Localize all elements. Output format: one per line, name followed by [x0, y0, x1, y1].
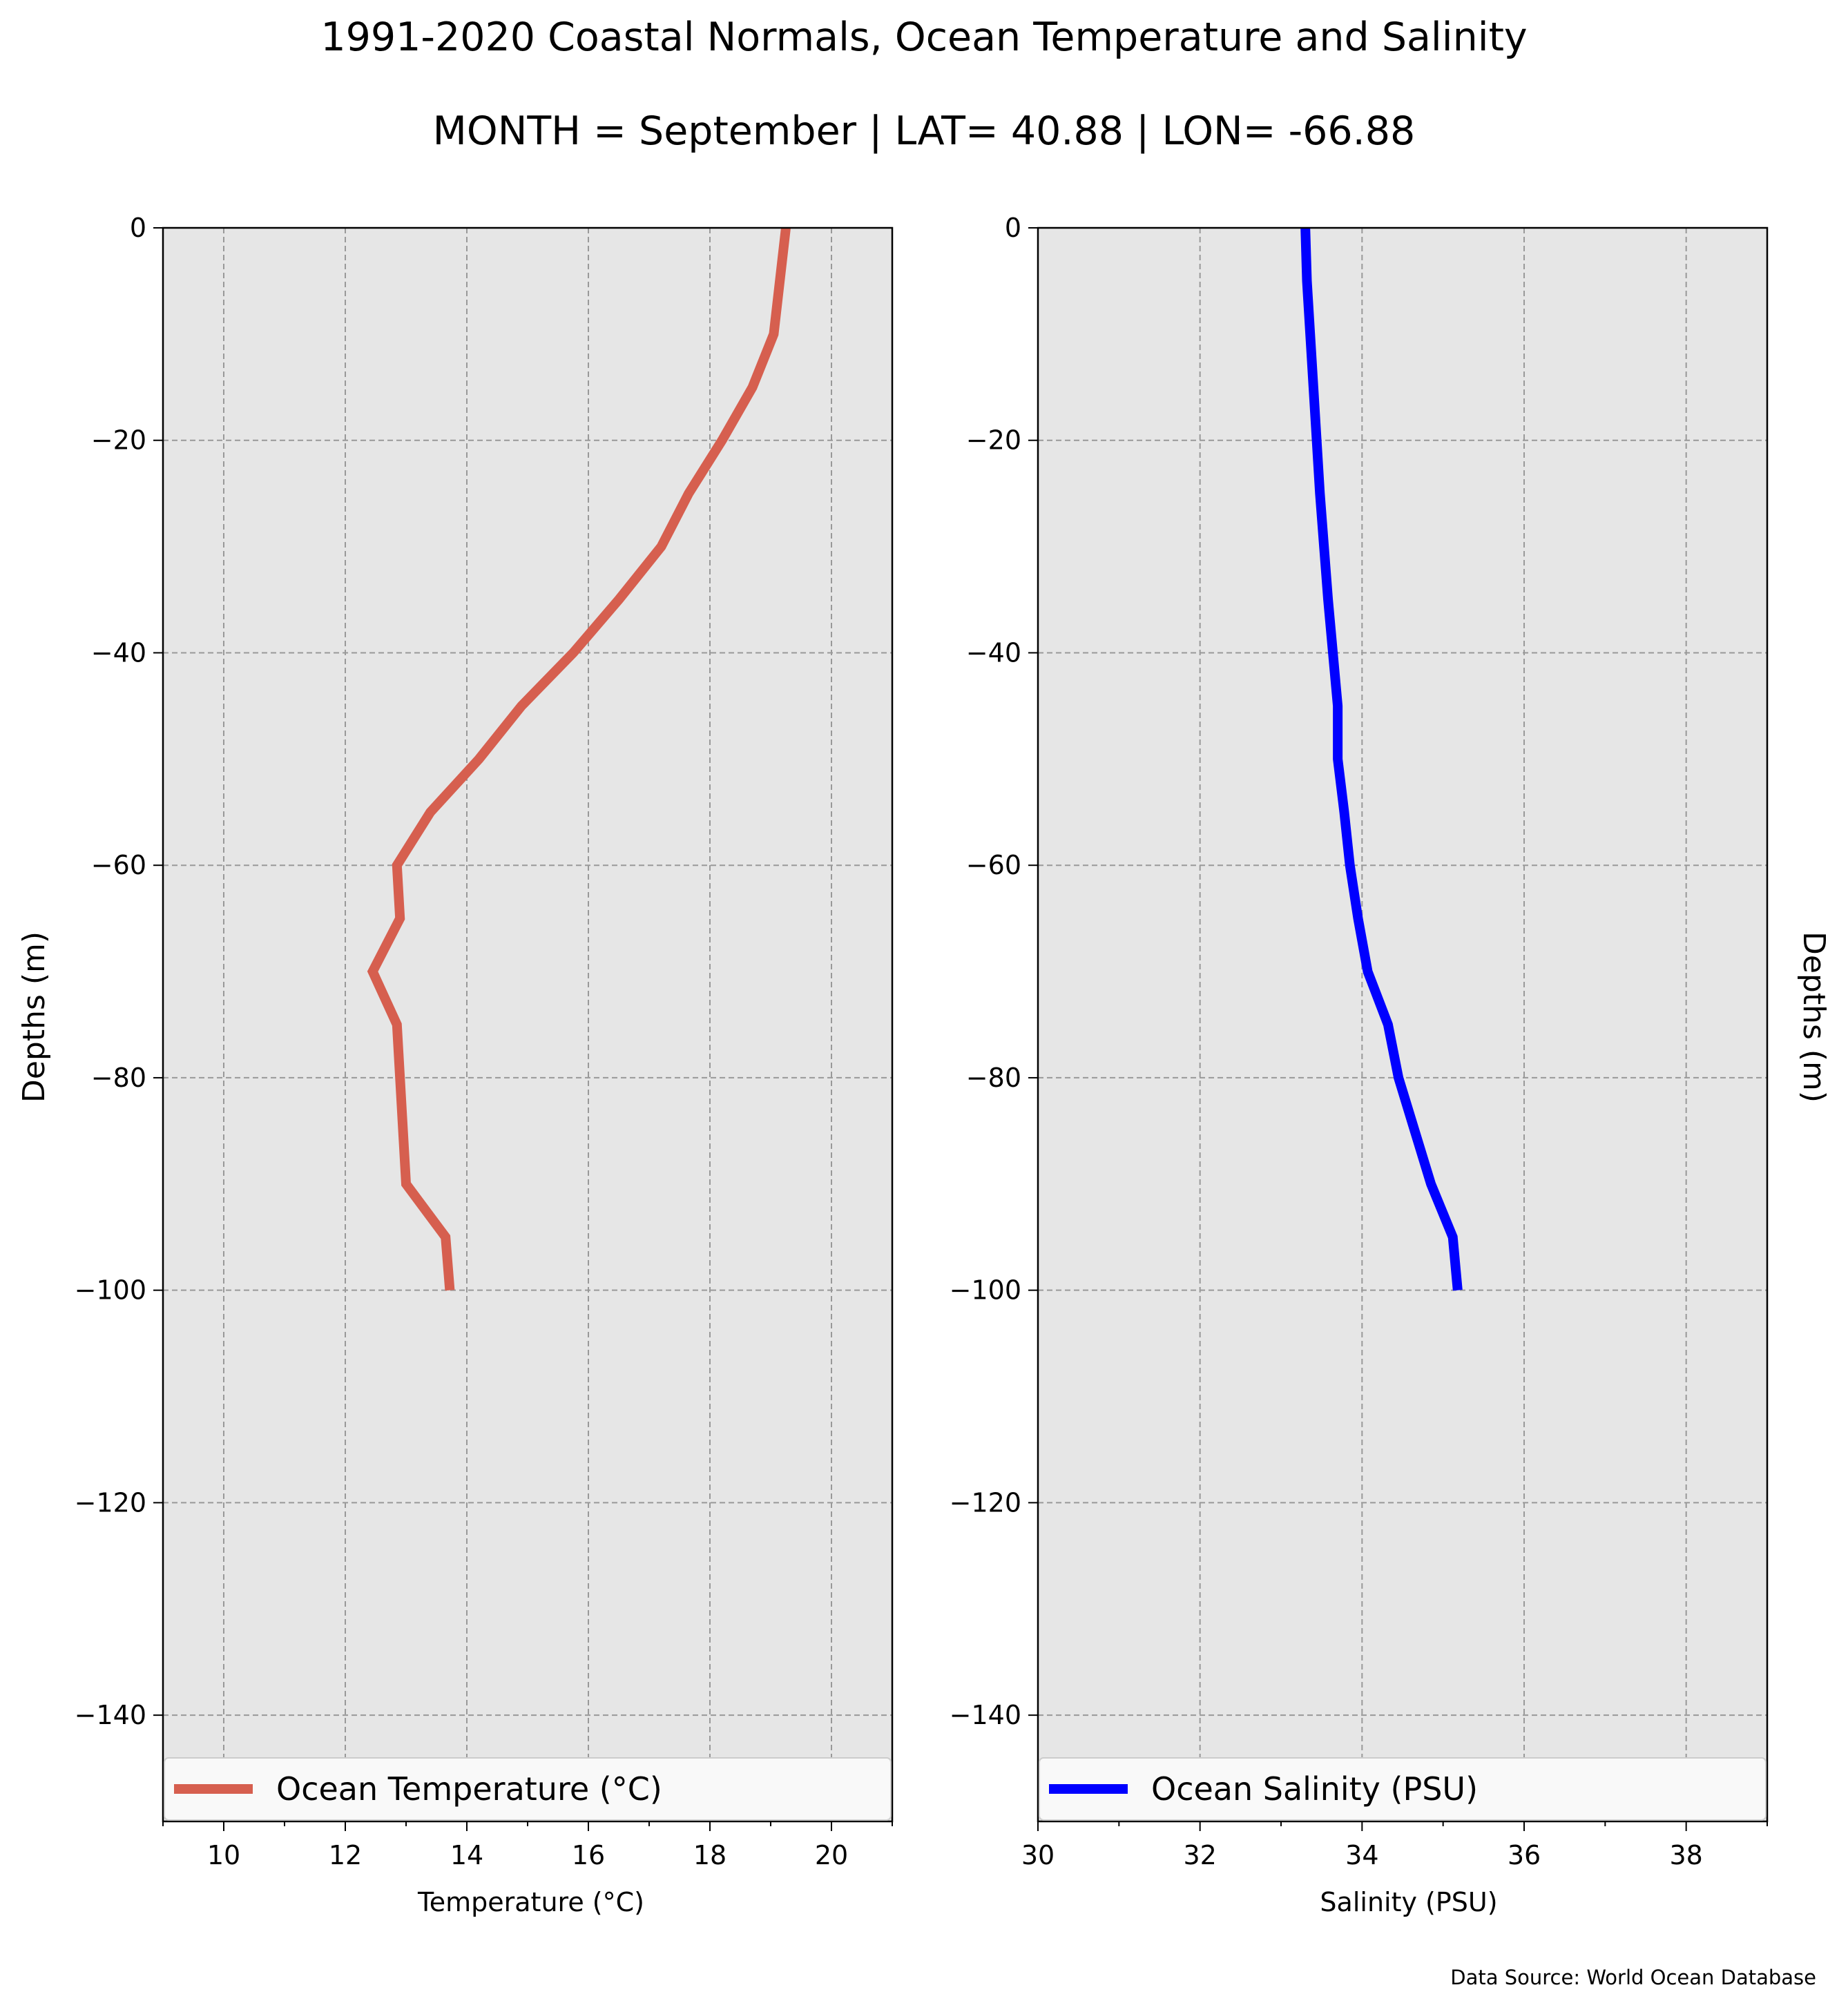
x-tick-label: 20: [815, 1840, 848, 1870]
x-tick-label: 36: [1508, 1840, 1541, 1870]
temperature-panel: 10 12 14 16 18 20 0 −20 −40 −60 −80 −100 −120 −140 Oce…: [75, 213, 894, 1870]
x-tick-label: 14: [450, 1840, 483, 1870]
x-tick-label: 18: [693, 1840, 726, 1870]
plot-area: [163, 228, 892, 1821]
x-tick-label: 10: [207, 1840, 240, 1870]
sal-series-line: [1300, 227, 1463, 1291]
axes-frame: [162, 226, 894, 1823]
data-source-note: Data Source: World Ocean Database: [1450, 1966, 1816, 1989]
right-y-axis-label: Depths (m): [1796, 931, 1831, 1103]
y-tick-label: −20: [966, 425, 1021, 456]
y-tick-label: 0: [1005, 213, 1021, 243]
y-tick-label: −60: [966, 850, 1021, 880]
legend-label: Ocean Temperature (°C): [276, 1770, 662, 1808]
y-tick-label: −40: [966, 637, 1021, 668]
salinity-x-axis-label: Salinity (PSU): [1320, 1887, 1497, 1917]
x-tick-label: 16: [572, 1840, 605, 1870]
x-tick-label: 32: [1183, 1840, 1216, 1870]
legend-label: Ocean Salinity (PSU): [1151, 1770, 1478, 1808]
chart-subtitle: MONTH = September | LAT= 40.88 | LON= -6…: [433, 108, 1416, 154]
y-tick-label: −40: [91, 637, 146, 668]
x-tick-label: 12: [329, 1840, 362, 1870]
y-tick-label: −140: [950, 1700, 1021, 1730]
axes-frame: [1037, 226, 1769, 1823]
y-tick-label: −100: [950, 1275, 1021, 1306]
y-tick-label: −20: [91, 425, 146, 456]
legend-box: [1039, 1757, 1767, 1821]
temp-series-line: [367, 227, 791, 1291]
temperature-x-axis-label: Temperature (°C): [417, 1887, 644, 1917]
salinity-panel: 30 32 34 36 38 0 −20 −40 −60 −80 −100 −120 −140 Ocean…: [950, 213, 1769, 1870]
chart-title: 1991-2020 Coastal Normals, Ocean Tempera…: [320, 14, 1527, 60]
y-tick-label: −60: [91, 850, 146, 880]
left-y-axis-label: Depths (m): [17, 931, 52, 1103]
x-tick-label: 38: [1669, 1840, 1702, 1870]
x-tick-label: 30: [1021, 1840, 1055, 1870]
x-tick-label: 34: [1345, 1840, 1378, 1870]
y-tick-label: −120: [950, 1487, 1021, 1518]
plot-area: [1038, 228, 1767, 1821]
y-tick-label: −140: [75, 1700, 146, 1730]
y-tick-label: 0: [130, 213, 146, 243]
y-tick-label: −100: [75, 1275, 146, 1306]
y-tick-label: −80: [91, 1063, 146, 1093]
y-tick-label: −80: [966, 1063, 1021, 1093]
legend-box: [164, 1757, 892, 1821]
y-tick-label: −120: [75, 1487, 146, 1518]
